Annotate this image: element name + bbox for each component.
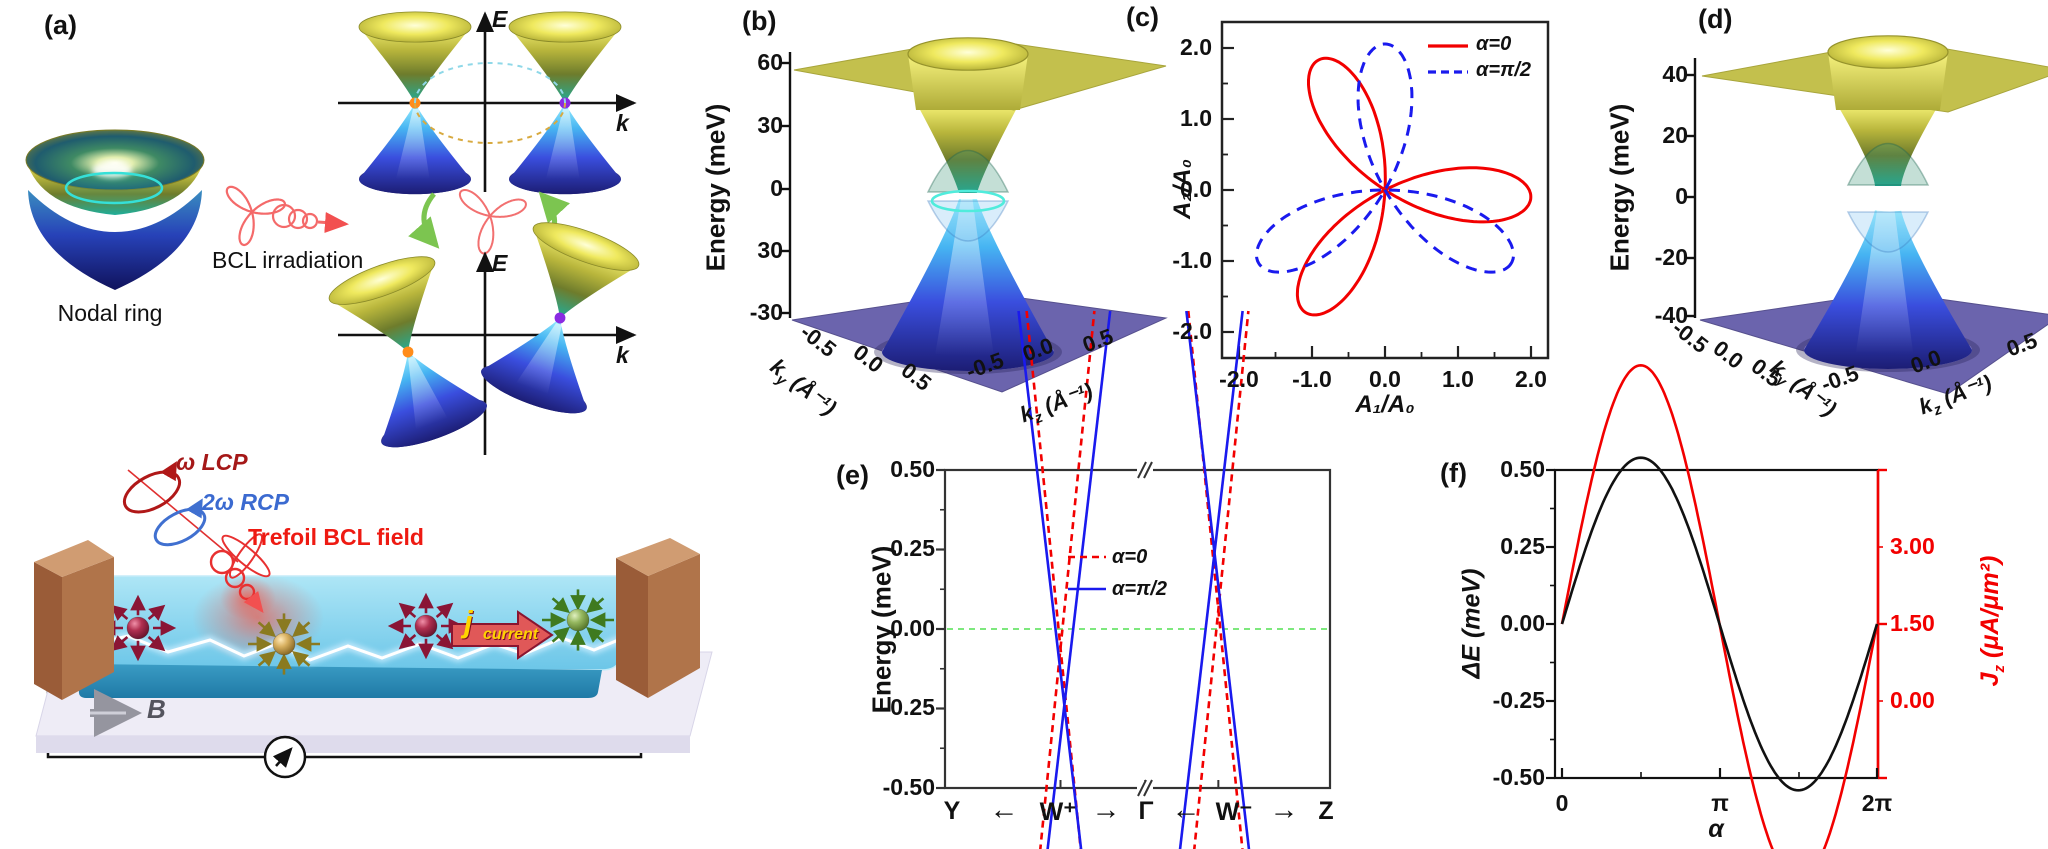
f-jz-sub: z <box>1991 664 2008 673</box>
f-jz-unit: (μA/μm²) <box>1976 555 2004 658</box>
panel-c-label: (c) <box>1126 2 1159 32</box>
e-arrow-right-icon: → <box>1091 794 1121 826</box>
f-ytick-left: -0.25 <box>1492 687 1545 713</box>
current-word-label: current <box>483 626 539 643</box>
axis-E-label-bottom: E <box>492 250 508 276</box>
nodal-ring-caption: Nodal ring <box>57 300 163 326</box>
c-xlabel: A₁/A₀ <box>1355 391 1415 418</box>
e-legend-alpha0: α=0 <box>1112 546 1148 568</box>
d-ytick: 40 <box>1662 61 1688 87</box>
panel-a-device-schematic <box>34 461 713 779</box>
f-ytick-left: -0.50 <box>1492 764 1545 790</box>
b-field-label: B <box>147 694 166 724</box>
e-xpath-Wminus: W⁻ <box>1215 798 1253 826</box>
axis-k-label-top: k <box>616 110 629 136</box>
f-xlabel: α <box>1708 815 1724 843</box>
lcp-label: ω LCP <box>176 449 248 475</box>
d-ytick: -40 <box>1654 302 1688 328</box>
f-ytick-right: 0.00 <box>1890 687 1935 713</box>
e-arrow-left-icon: ← <box>989 794 1019 826</box>
c-xtick: 2.0 <box>1515 366 1547 392</box>
b-ytick: 60 <box>757 49 783 75</box>
panel-a-illustration <box>25 11 640 455</box>
f-ytick-right: 3.00 <box>1890 533 1935 559</box>
panel-e-label: (e) <box>836 460 869 490</box>
c-legend-alpha-pi2: α=π/2 <box>1476 59 1531 81</box>
f-xtick: 2π <box>1861 790 1893 816</box>
e-xpath-Y: Y <box>943 797 961 825</box>
e-xpath-Z: Z <box>1318 797 1334 825</box>
c-xtick: 0.0 <box>1369 366 1401 392</box>
axis-E-label-top: E <box>492 6 508 32</box>
d-ytick: -20 <box>1654 244 1688 270</box>
f-xtick: π <box>1711 790 1729 816</box>
b-ytick: 0 <box>770 175 783 201</box>
e-arrow-right-icon: → <box>1269 794 1299 826</box>
b-ytick: -30 <box>749 299 783 325</box>
b-ytick: 30 <box>757 112 783 138</box>
panel-e-band-plot <box>936 310 1332 849</box>
d-ytick: 0 <box>1675 183 1688 209</box>
c-ytick: -2.0 <box>1172 318 1212 344</box>
e-xpath-Gamma: Γ <box>1138 797 1154 825</box>
e-legend-alpha-pi2: α=π/2 <box>1112 578 1167 600</box>
e-ytick: -0.25 <box>882 694 935 720</box>
rcp-label: 2ω RCP <box>202 489 289 515</box>
c-ytick: 2.0 <box>1180 34 1212 60</box>
current-j-label: j <box>464 604 473 639</box>
f-ytick-left: 0.25 <box>1500 533 1545 559</box>
e-xpath-Wplus: W⁺ <box>1039 798 1077 826</box>
f-ytick-right: 1.50 <box>1890 610 1935 636</box>
panel-c-trefoil-plot <box>1220 20 1550 360</box>
b-ytick: 30 <box>757 237 783 263</box>
f-ytick-left: 0.00 <box>1500 610 1545 636</box>
c-xtick: -2.0 <box>1219 366 1259 392</box>
e-arrow-left-icon: ← <box>1171 794 1201 826</box>
panel-d-label: (d) <box>1698 4 1733 34</box>
f-ytick-left: 0.50 <box>1500 456 1545 482</box>
d-kz-sub: z <box>1931 400 1945 420</box>
panel-b-label: (b) <box>742 6 777 36</box>
b-kz-sub: z <box>1032 408 1046 428</box>
c-ytick: -1.0 <box>1172 247 1212 273</box>
e-ytick: -0.50 <box>882 774 935 800</box>
panel-a-label: (a) <box>44 10 77 40</box>
axis-k-label-bottom: k <box>616 342 629 368</box>
c-ytick: 0.0 <box>1180 176 1212 202</box>
e-ytick: 0.00 <box>890 615 935 641</box>
c-xtick: -1.0 <box>1292 366 1332 392</box>
d-ytick: 20 <box>1662 122 1688 148</box>
c-legend-alpha0: α=0 <box>1476 33 1512 55</box>
panel-d-surface-plot <box>1686 35 2048 395</box>
panel-b-surface-plot <box>781 37 1168 393</box>
c-xtick: 1.0 <box>1442 366 1474 392</box>
f-ylabel-right: Jz (μA/μm²) <box>1976 501 2008 741</box>
e-ytick: 0.25 <box>890 535 935 561</box>
panel-f-label: (f) <box>1440 458 1467 488</box>
e-ytick: 0.50 <box>890 456 935 482</box>
trefoil-field-label: Trefoil BCL field <box>248 524 424 550</box>
c-ytick: 1.0 <box>1180 105 1212 131</box>
bcl-irradiation-caption: BCL irradiation <box>212 247 364 273</box>
f-jz-base: J <box>1976 672 2004 687</box>
f-xtick: 0 <box>1555 790 1569 816</box>
panel-f-photocurrent-plot <box>1546 363 1887 849</box>
